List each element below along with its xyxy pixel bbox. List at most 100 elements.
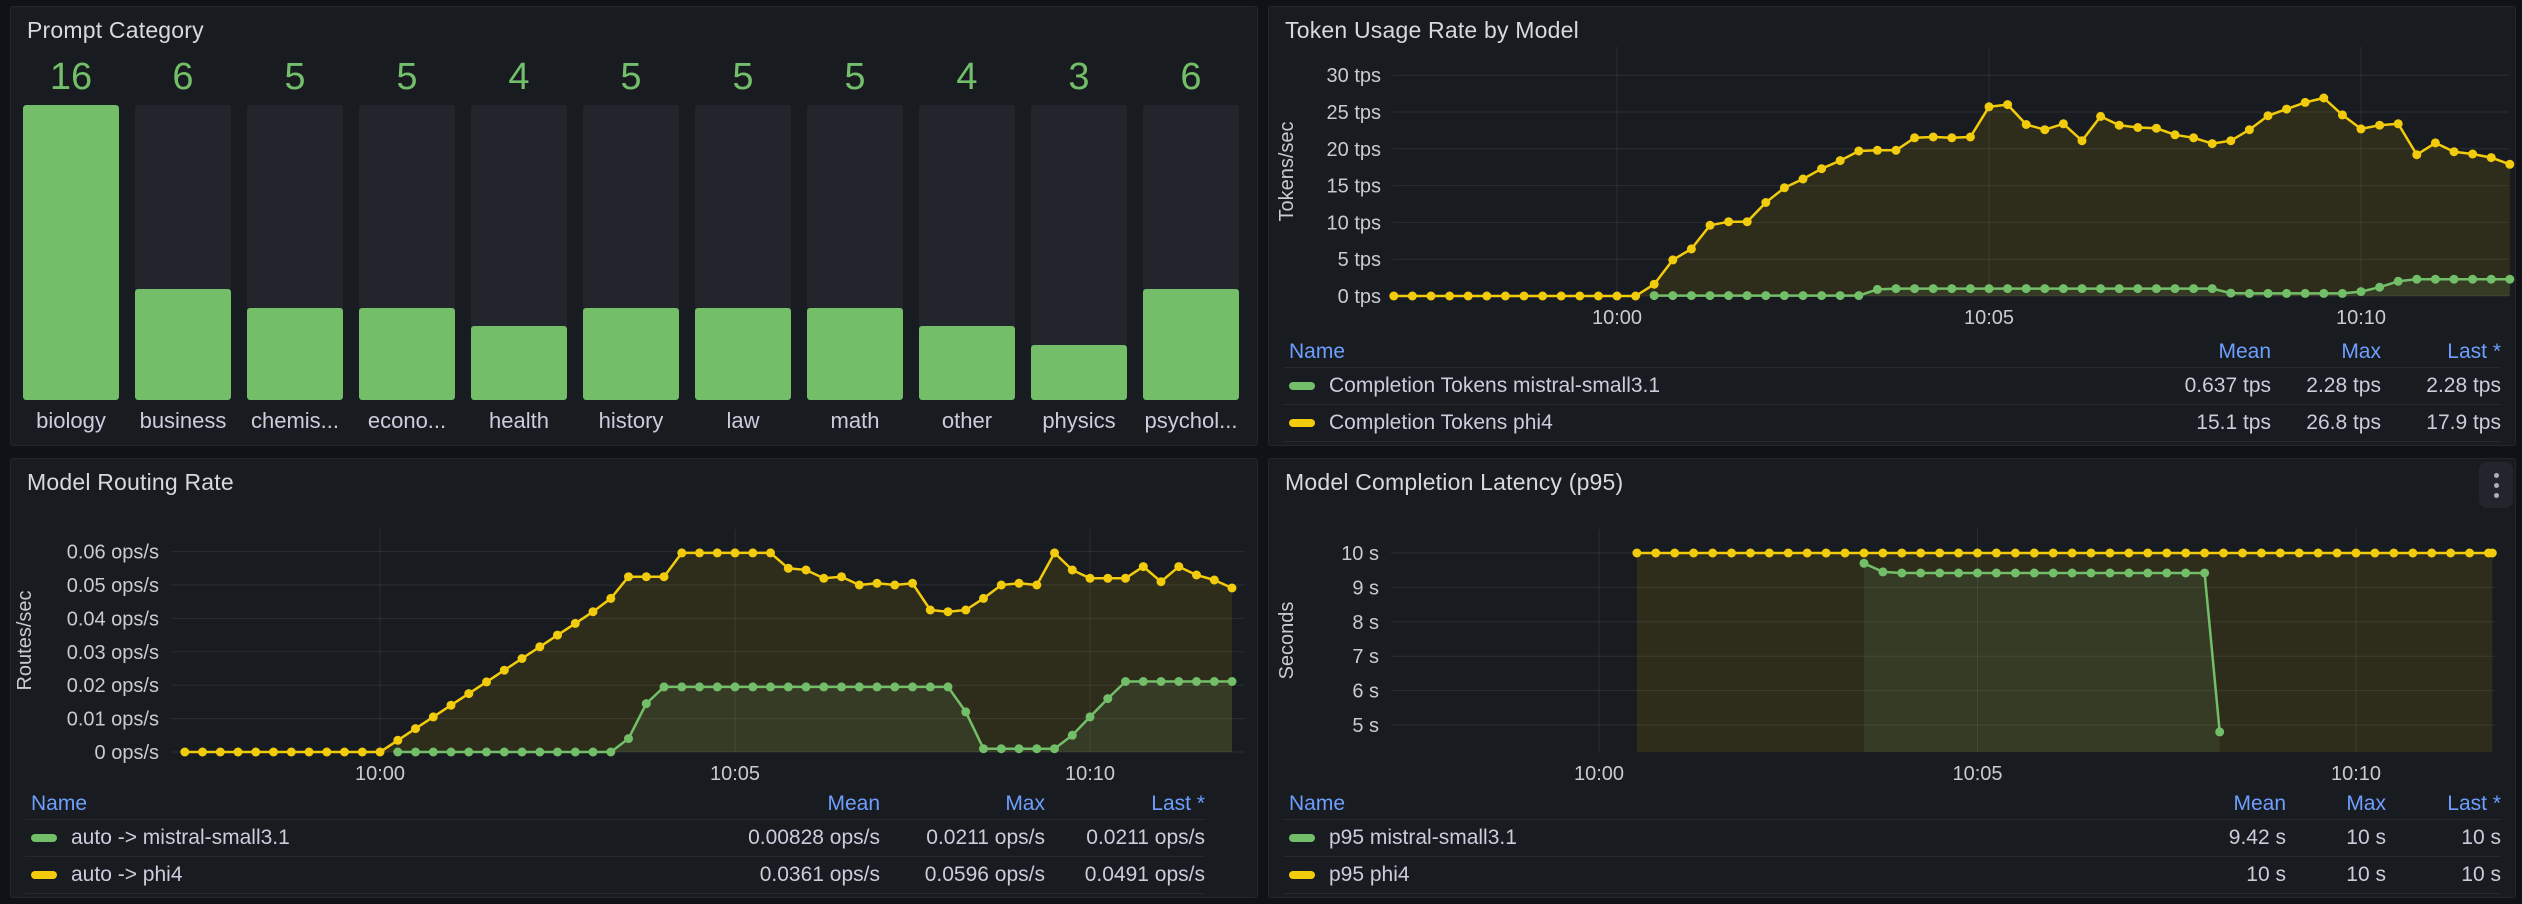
data-point: [2003, 100, 2013, 110]
data-point: [1631, 291, 1641, 301]
data-point: [1670, 548, 1680, 558]
legend-header-mean[interactable]: Mean: [2218, 340, 2271, 363]
data-point: [2096, 284, 2106, 294]
data-point: [517, 747, 527, 757]
legend-series-name[interactable]: Completion Tokens phi4: [1283, 411, 2141, 435]
data-point: [979, 593, 988, 603]
legend-header-name[interactable]: Name: [31, 792, 88, 815]
data-point: [570, 747, 580, 757]
data-point: [1928, 284, 1938, 294]
data-point: [695, 682, 704, 692]
legend-header-name[interactable]: Name: [1289, 340, 1346, 363]
legend-header-row: Name Mean Max Last *: [1283, 789, 2501, 819]
bar-category-label: business: [139, 408, 227, 433]
data-point: [1727, 548, 1736, 558]
data-point: [1103, 694, 1113, 704]
data-point: [819, 682, 829, 692]
data-point: [2468, 149, 2478, 159]
y-axis-title: Tokens/sec: [1276, 121, 1298, 221]
data-point: [233, 747, 243, 757]
bar-track: [919, 105, 1015, 400]
data-point: [2086, 568, 2096, 578]
data-point: [2226, 136, 2236, 146]
data-point: [1984, 102, 1994, 112]
series-fill: [184, 552, 1232, 752]
legend-series-name[interactable]: Completion Tokens mistral-small3.1: [1283, 374, 2141, 398]
data-point: [1872, 145, 1882, 155]
bar-track: [135, 105, 231, 400]
legend-header-last[interactable]: Last *: [1151, 792, 1205, 815]
data-point: [411, 747, 420, 757]
chart-legend: Name Mean Max Last * p95 mistral-small3.1 9.4…: [1283, 789, 2501, 894]
bar-column: 5 math: [807, 47, 903, 434]
data-point: [1798, 291, 1808, 301]
panel-title[interactable]: Model Completion Latency (p95): [1285, 469, 1624, 495]
legend-series-name[interactable]: p95 mistral-small3.1: [1283, 826, 2166, 850]
time-series-chart: 10 s 9 s 8 s 7 s 6 s 5 s 10:00 10:05 10:10 Second…: [1276, 529, 2497, 785]
bar: [1031, 345, 1127, 400]
panel-title[interactable]: Token Usage Rate by Model: [1285, 17, 1579, 43]
data-point: [961, 605, 971, 615]
data-point: [2096, 111, 2106, 121]
legend-series-name[interactable]: p95 phi4: [1283, 863, 2166, 887]
data-point: [2114, 120, 2124, 130]
legend-header-name[interactable]: Name: [1289, 792, 1346, 815]
bar: [1143, 289, 1239, 400]
legend-header-mean[interactable]: Mean: [2233, 792, 2286, 815]
y-axis-tick: 5 s: [1352, 715, 1379, 737]
y-axis-tick: 30 tps: [1327, 65, 1381, 87]
y-axis-tick: 15 tps: [1327, 176, 1381, 198]
data-point: [1612, 291, 1622, 301]
legend-stat-value: 0.0596 ops/s: [924, 863, 1045, 886]
legend-series-name[interactable]: auto -> mistral-small3.1: [25, 826, 700, 850]
data-point: [2256, 548, 2266, 558]
data-point: [1745, 548, 1755, 558]
data-point: [783, 682, 793, 692]
data-point: [1708, 548, 1718, 558]
legend-series-name[interactable]: auto -> phi4: [25, 863, 700, 887]
data-point: [2162, 568, 2172, 578]
data-point: [1705, 291, 1715, 301]
data-point: [606, 747, 616, 757]
bar: [135, 289, 231, 400]
data-point: [2446, 548, 2456, 558]
data-point: [588, 747, 598, 757]
legend-row: p95 phi4 10 s 10 s 10 s: [1283, 856, 2501, 894]
legend-header-last[interactable]: Last *: [2447, 340, 2501, 363]
bar-value-label: 5: [284, 56, 306, 98]
data-point: [1689, 548, 1699, 558]
panel-title[interactable]: Prompt Category: [27, 17, 204, 43]
data-point: [2077, 284, 2087, 294]
legend-header-max[interactable]: Max: [2346, 792, 2386, 815]
bar: [583, 308, 679, 400]
data-point: [1575, 291, 1585, 301]
data-point: [1050, 548, 1059, 558]
kebab-menu-icon[interactable]: [2479, 462, 2513, 508]
data-point: [2282, 288, 2292, 298]
x-axis-tick: 10:10: [2331, 763, 2381, 785]
legend-header-mean[interactable]: Mean: [827, 792, 880, 815]
legend-header-max[interactable]: Max: [1005, 792, 1045, 815]
data-point: [2215, 727, 2225, 737]
data-point: [464, 689, 474, 699]
legend-header-last[interactable]: Last *: [2447, 792, 2501, 815]
data-point: [1156, 677, 1166, 686]
data-point: [2449, 274, 2459, 284]
legend-stat-value: 15.1 tps: [2196, 411, 2271, 434]
data-point: [2207, 284, 2217, 294]
data-point: [1651, 548, 1661, 558]
data-point: [2105, 568, 2115, 578]
panel-latency: Model Completion Latency (p95) 10 s 9 s 8 …: [1268, 458, 2516, 898]
data-point: [1817, 291, 1827, 301]
data-point: [1916, 548, 1926, 558]
data-point: [890, 580, 900, 590]
data-point: [1463, 291, 1473, 301]
data-point: [2151, 123, 2161, 133]
legend-header-max[interactable]: Max: [2341, 340, 2381, 363]
data-point: [2351, 548, 2361, 558]
bar-track: [23, 105, 119, 400]
data-point: [251, 747, 261, 757]
panel-title[interactable]: Model Routing Rate: [27, 469, 234, 495]
legend-row: auto -> phi4 0.0361 ops/s 0.0596 ops/s 0.04…: [25, 856, 1205, 894]
data-point: [2029, 568, 2039, 578]
